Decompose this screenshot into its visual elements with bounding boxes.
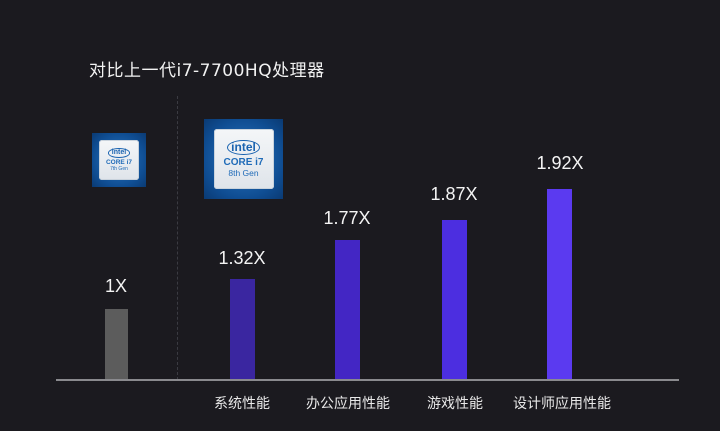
category-label: 游戏性能: [427, 396, 483, 412]
bar-office-performance: [335, 240, 360, 379]
bar-value-label: 1.87X: [430, 184, 478, 204]
category-label: 办公应用性能: [306, 396, 390, 412]
bar-value-label: 1.92X: [536, 153, 584, 173]
intel-7th-gen-badge: intel CORE i7 7th Gen: [92, 133, 146, 187]
baseline-bar: [105, 309, 128, 379]
category-label: 设计师应用性能: [513, 396, 611, 412]
x-axis-baseline: [56, 379, 679, 381]
badge-model: CORE i7: [105, 158, 132, 166]
intel-8th-gen-badge: intel CORE i7 8th Gen: [204, 119, 283, 199]
intel-logo-icon: intel: [227, 140, 260, 156]
intel-logo-icon: intel: [107, 148, 131, 158]
bar-system-performance: [230, 279, 255, 379]
dashed-separator: [177, 96, 178, 380]
chart-title: 对比上一代i7-7700HQ处理器: [89, 61, 325, 81]
badge-gen: 7th Gen: [110, 165, 128, 172]
badge-gen: 8th Gen: [228, 167, 259, 178]
bar-value-label: 1.77X: [323, 208, 371, 228]
category-label: 系统性能: [214, 396, 270, 412]
bar-value-label: 1.32X: [218, 248, 266, 268]
bar-gaming-performance: [442, 220, 467, 379]
bar-designer-performance: [547, 189, 572, 379]
badge-model: CORE i7: [223, 157, 264, 169]
baseline-value-label: 1X: [104, 276, 128, 296]
